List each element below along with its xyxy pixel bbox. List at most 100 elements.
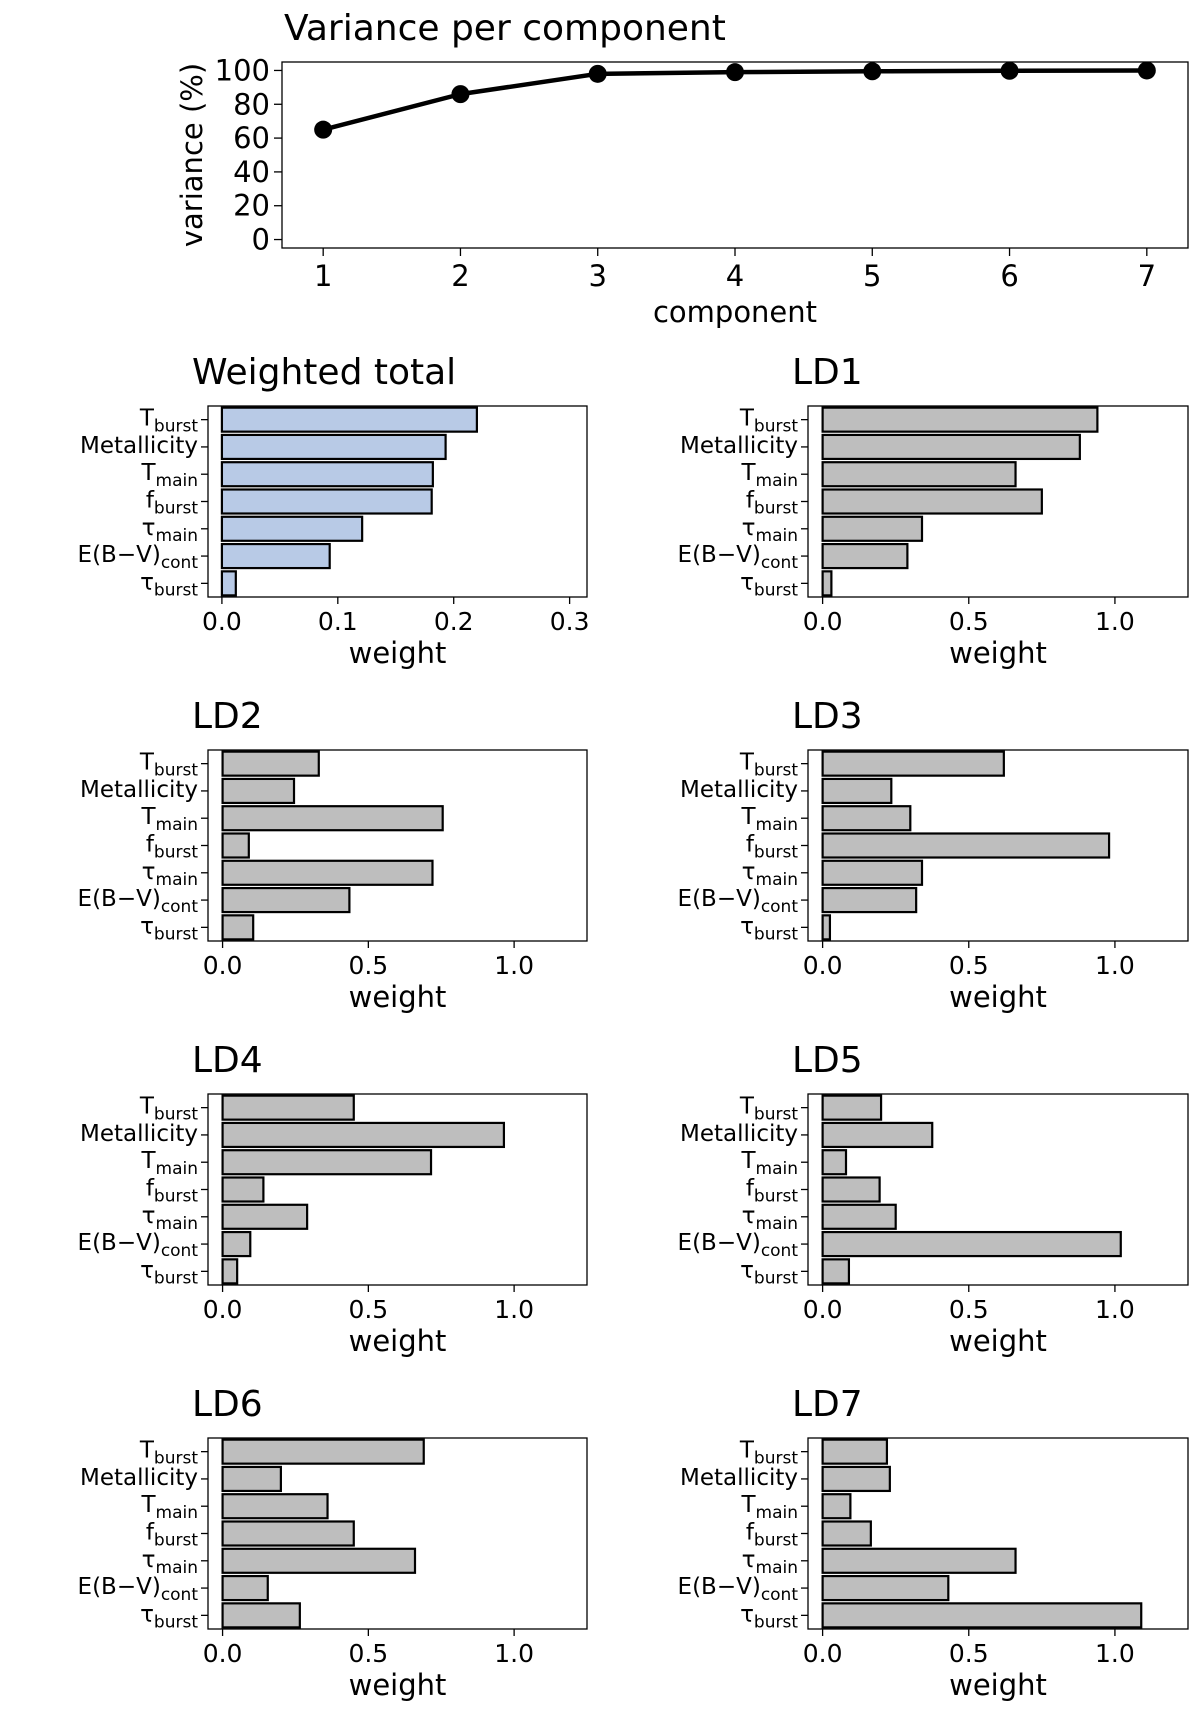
weighted-total-bar xyxy=(220,542,331,570)
weighted-total-category-label: τburst xyxy=(140,569,198,600)
weighted-total-xtick-label: 0.0 xyxy=(202,607,242,636)
ld5-bar xyxy=(821,1149,848,1176)
ld4-bar xyxy=(221,1176,265,1203)
ld7-bar xyxy=(821,1574,950,1602)
ld1-category-label: τburst xyxy=(740,569,798,600)
ld6-category-label: Tmain xyxy=(140,1492,198,1523)
ld6-category-label: fburst xyxy=(146,1520,199,1551)
variance-xtick-label: 6 xyxy=(1000,259,1018,293)
ld5-xtick-label: 1.0 xyxy=(1095,1295,1135,1324)
ld1-title: LD1 xyxy=(792,352,863,393)
variance-xtick-label: 3 xyxy=(589,259,607,293)
ld5-bar xyxy=(821,1176,881,1203)
panel-weighted-total: Weighted total weight 0.0 0.1 0.2 0.3 TburstMe… xyxy=(78,352,590,670)
variance-title: Variance per component xyxy=(284,8,726,49)
ld4-title: LD4 xyxy=(192,1040,263,1081)
ld3-title: LD3 xyxy=(792,696,863,737)
weighted-total-xlabel: weight xyxy=(349,636,447,670)
ld1-bar xyxy=(821,461,1017,488)
ld6-bar xyxy=(221,1493,329,1520)
ld7-bar xyxy=(821,1438,889,1465)
ld5-category-label: τmain xyxy=(742,1203,798,1234)
variance-ylabel: variance (%) xyxy=(175,63,209,247)
variance-xtick-label: 1 xyxy=(314,259,332,293)
ld2-category-label: E(B−V)cont xyxy=(78,886,199,917)
ld5-title: LD5 xyxy=(792,1040,863,1081)
ld4-bar xyxy=(221,1230,252,1258)
ld5-bar xyxy=(821,1203,897,1230)
ld7-bar xyxy=(821,1547,1017,1574)
ld5-bar xyxy=(821,1230,1122,1258)
weighted-total-title: Weighted total xyxy=(192,352,456,393)
ld1-bar xyxy=(821,433,1081,461)
ld3-category-label: Tmain xyxy=(740,804,798,835)
variance-ytick-label: 20 xyxy=(233,189,270,223)
variance-ytick-label: 40 xyxy=(233,155,270,189)
ld5-xlabel: weight xyxy=(949,1324,1047,1358)
panel-ld6: LD6 weight 0.0 0.5 1.0 TburstMetallicityTmain… xyxy=(78,1384,588,1702)
ld2-category-label: Tmain xyxy=(140,804,198,835)
variance-point xyxy=(314,120,333,139)
variance-xlabel: component xyxy=(653,295,817,329)
ld6-xtick-label: 0.5 xyxy=(348,1639,388,1668)
ld3-category-label: Metallicity xyxy=(680,777,798,803)
weighted-total-bar xyxy=(220,515,364,542)
ld5-bar xyxy=(821,1094,883,1121)
ld6-bar xyxy=(221,1465,282,1493)
ld7-category-label: τmain xyxy=(742,1547,798,1578)
ld4-bar xyxy=(221,1258,239,1285)
ld4-category-label: E(B−V)cont xyxy=(78,1230,199,1261)
ld4-xtick-label: 1.0 xyxy=(494,1295,534,1324)
ld4-category-label: fburst xyxy=(146,1176,199,1207)
ld2-category-label: τmain xyxy=(142,859,198,890)
ld3-bar xyxy=(821,750,1005,777)
ld3-xtick-label: 1.0 xyxy=(1095,951,1135,980)
variance-xtick-label: 2 xyxy=(451,259,469,293)
ld5-xtick-label: 0.0 xyxy=(803,1295,843,1324)
ld6-category-label: Tburst xyxy=(139,1438,198,1469)
weighted-total-bar xyxy=(220,570,237,597)
ld2-bar xyxy=(221,886,351,914)
ld5-bar xyxy=(821,1121,934,1149)
ld2-xtick-label: 0.0 xyxy=(203,951,243,980)
weighted-total-bar xyxy=(220,433,447,461)
ld5-category-label: Metallicity xyxy=(680,1121,798,1147)
ld3-bar xyxy=(821,886,918,914)
ld6-category-label: Metallicity xyxy=(80,1465,198,1491)
ld3-bar xyxy=(821,859,924,886)
ld4-category-label: Tmain xyxy=(140,1148,198,1179)
weighted-total-category-label: fburst xyxy=(146,488,199,519)
ld2-category-label: Metallicity xyxy=(80,777,198,803)
ld6-bar xyxy=(221,1520,355,1547)
ld3-xlabel: weight xyxy=(949,980,1047,1014)
ld5-category-label: τburst xyxy=(740,1257,798,1288)
ld3-category-label: Tburst xyxy=(739,750,798,781)
ld3-category-label: fburst xyxy=(746,832,799,863)
ld4-category-label: Metallicity xyxy=(80,1121,198,1147)
weighted-total-category-label: Tburst xyxy=(139,406,198,437)
ld1-bar xyxy=(821,488,1043,515)
ld4-category-label: τburst xyxy=(140,1257,198,1288)
ld5-category-label: E(B−V)cont xyxy=(678,1230,799,1261)
ld7-xtick-label: 0.5 xyxy=(949,1639,989,1668)
variance-point xyxy=(588,64,607,83)
ld7-bar xyxy=(821,1520,872,1547)
ld3-bar xyxy=(821,914,832,941)
ld5-bar xyxy=(821,1258,851,1285)
ld1-category-label: τmain xyxy=(742,515,798,546)
ld2-bar xyxy=(221,750,320,777)
ld7-category-label: τburst xyxy=(740,1601,798,1632)
ld6-category-label: E(B−V)cont xyxy=(78,1574,199,1605)
ld5-category-label: Tburst xyxy=(739,1094,798,1125)
variance-point xyxy=(1000,61,1019,80)
ld7-bar xyxy=(821,1602,1143,1629)
ld2-category-label: Tburst xyxy=(139,750,198,781)
ld2-bar xyxy=(221,914,255,941)
panel-ld5: LD5 weight 0.0 0.5 1.0 TburstMetallicityTmain… xyxy=(678,1040,1189,1358)
weighted-total-xtick-label: 0.2 xyxy=(434,607,474,636)
variance-ytick-label: 100 xyxy=(215,53,270,87)
ld7-bar xyxy=(821,1465,891,1493)
ld7-category-label: Metallicity xyxy=(680,1465,798,1491)
weighted-total-bar xyxy=(220,488,433,515)
ld1-bar xyxy=(821,515,924,542)
